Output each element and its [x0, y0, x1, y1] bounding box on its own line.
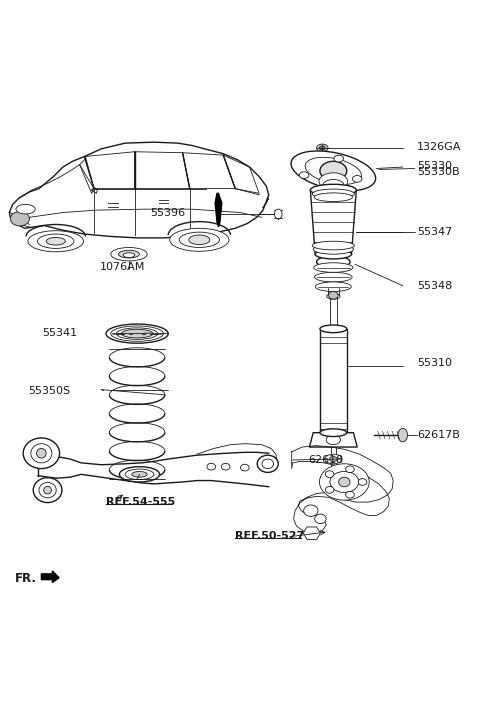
Ellipse shape: [240, 465, 249, 471]
Polygon shape: [303, 527, 321, 539]
Ellipse shape: [325, 487, 334, 493]
Ellipse shape: [291, 151, 376, 191]
Ellipse shape: [346, 491, 354, 498]
Ellipse shape: [132, 472, 147, 478]
Ellipse shape: [326, 435, 340, 445]
Ellipse shape: [119, 250, 140, 258]
Ellipse shape: [23, 438, 60, 469]
Ellipse shape: [275, 209, 282, 219]
Ellipse shape: [314, 193, 352, 201]
Ellipse shape: [338, 478, 350, 487]
Ellipse shape: [207, 463, 216, 470]
Ellipse shape: [314, 272, 352, 282]
Ellipse shape: [334, 156, 344, 162]
Ellipse shape: [320, 161, 347, 181]
Text: FR.: FR.: [15, 572, 37, 585]
Text: 62618: 62618: [308, 455, 343, 465]
Text: 55350S: 55350S: [28, 386, 70, 396]
Text: REF.50-527: REF.50-527: [235, 531, 304, 541]
Ellipse shape: [46, 237, 65, 245]
Text: 55330B: 55330B: [417, 167, 460, 177]
Ellipse shape: [304, 505, 318, 516]
Ellipse shape: [179, 232, 219, 247]
Ellipse shape: [106, 324, 168, 343]
Ellipse shape: [311, 184, 356, 196]
Text: 55347: 55347: [417, 227, 452, 237]
Ellipse shape: [323, 179, 344, 191]
Ellipse shape: [169, 228, 229, 251]
Ellipse shape: [300, 172, 309, 179]
Text: 55348: 55348: [417, 281, 452, 291]
Ellipse shape: [37, 234, 74, 248]
Ellipse shape: [398, 428, 408, 442]
Ellipse shape: [329, 457, 337, 462]
Ellipse shape: [117, 328, 157, 339]
Ellipse shape: [39, 483, 56, 498]
Polygon shape: [320, 329, 347, 432]
Ellipse shape: [123, 252, 135, 257]
Ellipse shape: [120, 467, 159, 482]
Ellipse shape: [28, 231, 84, 252]
Ellipse shape: [313, 244, 353, 254]
Polygon shape: [215, 194, 222, 227]
Text: 1076AM: 1076AM: [100, 262, 145, 272]
Ellipse shape: [328, 292, 338, 299]
Ellipse shape: [125, 469, 154, 480]
Text: 55341: 55341: [42, 328, 77, 338]
Ellipse shape: [324, 455, 342, 464]
Ellipse shape: [314, 262, 353, 272]
Ellipse shape: [10, 212, 29, 226]
Ellipse shape: [16, 204, 35, 214]
Ellipse shape: [320, 464, 369, 500]
Ellipse shape: [33, 478, 62, 503]
Ellipse shape: [315, 514, 326, 523]
Ellipse shape: [312, 241, 354, 250]
Ellipse shape: [315, 282, 351, 292]
Ellipse shape: [319, 173, 348, 190]
Text: REF.54-555: REF.54-555: [106, 497, 175, 507]
Ellipse shape: [326, 293, 340, 299]
Ellipse shape: [330, 472, 359, 493]
Text: 1326GA: 1326GA: [417, 142, 461, 152]
Ellipse shape: [352, 176, 362, 182]
Ellipse shape: [44, 486, 51, 494]
Polygon shape: [41, 571, 59, 582]
Ellipse shape: [189, 235, 210, 244]
Ellipse shape: [358, 479, 367, 485]
Ellipse shape: [36, 448, 46, 458]
Text: 62617B: 62617B: [417, 430, 460, 440]
Ellipse shape: [262, 459, 274, 469]
Ellipse shape: [111, 247, 147, 261]
Polygon shape: [310, 432, 357, 447]
Ellipse shape: [315, 250, 351, 259]
Ellipse shape: [31, 444, 52, 463]
Text: 55310: 55310: [417, 358, 452, 369]
Ellipse shape: [320, 429, 347, 437]
Ellipse shape: [317, 256, 350, 267]
Ellipse shape: [320, 325, 347, 333]
Ellipse shape: [257, 455, 278, 473]
Ellipse shape: [305, 157, 361, 184]
Text: 55330: 55330: [417, 161, 452, 171]
Polygon shape: [311, 190, 356, 254]
Text: 55396: 55396: [150, 208, 185, 218]
Ellipse shape: [312, 189, 354, 199]
Ellipse shape: [121, 329, 153, 338]
Ellipse shape: [346, 466, 354, 473]
Ellipse shape: [111, 326, 163, 341]
Ellipse shape: [325, 471, 334, 478]
Ellipse shape: [317, 144, 328, 152]
Ellipse shape: [221, 463, 230, 470]
Ellipse shape: [320, 146, 325, 150]
